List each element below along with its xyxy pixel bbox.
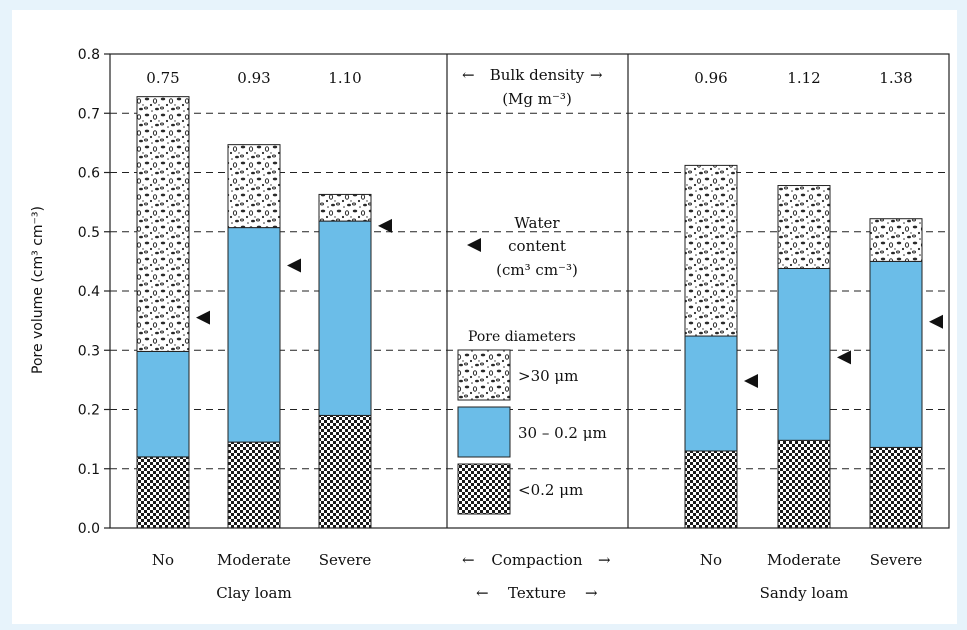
y-tick-label: 0.0 <box>78 521 100 537</box>
water-content-marker <box>378 218 392 233</box>
legend-label-coarse: >30 μm <box>518 367 578 385</box>
x-category-label: Moderate <box>217 551 291 569</box>
x-category-label: No <box>152 551 174 569</box>
texture-label: Texture <box>508 584 566 602</box>
texture-group-label: Sandy loam <box>760 584 849 602</box>
bar-segment-fine <box>318 414 372 529</box>
water-content-marker <box>837 350 851 365</box>
y-axis-label: Pore volume (cm³ cm⁻³) <box>30 206 46 374</box>
plot-frame <box>109 53 950 529</box>
svg-text:←: ← <box>476 584 489 602</box>
bars-group <box>136 96 923 529</box>
y-tick-label: 0.8 <box>78 47 100 63</box>
bulk-density-value: 0.75 <box>146 69 179 87</box>
y-tick-label: 0.6 <box>78 166 100 182</box>
water-content-markers <box>196 218 943 389</box>
bar-segment-medium <box>318 220 372 416</box>
water-content-legend: Water content (cm³ cm⁻³) <box>467 214 578 279</box>
bulk-density-labels: 0.75 0.93 1.10 0.96 1.12 1.38 <box>146 69 912 87</box>
bar-segment-fine <box>136 456 190 529</box>
compaction-label: Compaction <box>491 551 583 569</box>
bulk-density-value: 0.96 <box>694 69 727 87</box>
y-tick-label: 0.3 <box>78 343 100 359</box>
y-tick-label: 0.7 <box>78 106 100 122</box>
water-content-marker-icon <box>467 238 481 252</box>
x-category-label: No <box>700 551 722 569</box>
water-content-marker <box>929 314 943 329</box>
y-tick-label: 0.5 <box>78 225 100 241</box>
bulk-density-value: 1.10 <box>328 69 361 87</box>
water-content-marker <box>744 374 758 389</box>
bar-segment-medium <box>684 335 738 452</box>
svg-text:→: → <box>598 551 611 569</box>
x-category-label: Severe <box>319 551 372 569</box>
bar-segment-medium <box>227 227 281 443</box>
bar-segment-medium <box>869 260 923 448</box>
water-content-marker <box>287 258 301 273</box>
water-label-line2: content <box>508 237 566 255</box>
bulk-density-value: 0.93 <box>237 69 270 87</box>
bulk-density-label: Bulk density <box>490 66 585 84</box>
x-category-label: Severe <box>870 551 923 569</box>
legend-swatch-medium <box>457 406 511 458</box>
bar-segment-fine <box>684 450 738 529</box>
bar-segment-coarse <box>684 164 738 337</box>
bar-segment-fine <box>227 441 281 529</box>
water-content-marker <box>196 310 210 325</box>
legend-label-fine: <0.2 μm <box>518 481 583 499</box>
water-content-unit: (cm³ cm⁻³) <box>496 261 578 279</box>
bar-segment-coarse <box>227 144 281 229</box>
bar-segment-coarse <box>869 218 923 262</box>
svg-text:←: ← <box>462 66 475 84</box>
legend-label-medium: 30 – 0.2 μm <box>518 424 607 442</box>
x-axis-labels: No Moderate Severe No Moderate Severe Clay loa… <box>152 551 922 602</box>
y-tick-label: 0.4 <box>78 284 100 300</box>
legend-swatch-coarse <box>457 349 511 401</box>
water-label-line1: Water <box>514 214 560 232</box>
stacked-bar <box>777 185 831 529</box>
svg-text:→: → <box>585 584 598 602</box>
stacked-bar <box>136 96 190 529</box>
pore-diameter-legend: Pore diameters >30 μm 30 – 0.2 μm <0.2 μ… <box>457 329 607 515</box>
axis-descriptors: ← Compaction → ← Texture → <box>462 551 611 602</box>
stacked-bar <box>869 218 923 529</box>
svg-text:←: ← <box>462 551 475 569</box>
bulk-density-value: 1.38 <box>879 69 912 87</box>
stacked-bar <box>227 144 281 529</box>
pore-diameters-title: Pore diameters <box>468 329 576 345</box>
bar-segment-medium <box>136 350 190 458</box>
stacked-bar <box>684 164 738 529</box>
legend-swatch-fine <box>457 463 511 515</box>
svg-text:→: → <box>590 66 603 84</box>
y-axis-ticks: 0.0 0.1 0.2 0.3 0.4 0.5 0.6 0.7 0.8 <box>78 47 110 537</box>
bulk-density-unit: (Mg m⁻³) <box>502 90 572 108</box>
texture-group-label: Clay loam <box>216 584 291 602</box>
stacked-bar <box>318 193 372 529</box>
bar-segment-coarse <box>318 193 372 222</box>
bulk-density-legend: ← Bulk density → (Mg m⁻³) <box>462 66 603 108</box>
x-category-label: Moderate <box>767 551 841 569</box>
bar-segment-coarse <box>136 96 190 352</box>
bar-segment-fine <box>869 446 923 529</box>
bar-segment-coarse <box>777 185 831 269</box>
y-tick-label: 0.2 <box>78 403 100 419</box>
bar-segment-medium <box>777 267 831 441</box>
bar-segment-fine <box>777 439 831 529</box>
bulk-density-value: 1.12 <box>787 69 820 87</box>
y-tick-label: 0.1 <box>78 462 100 478</box>
